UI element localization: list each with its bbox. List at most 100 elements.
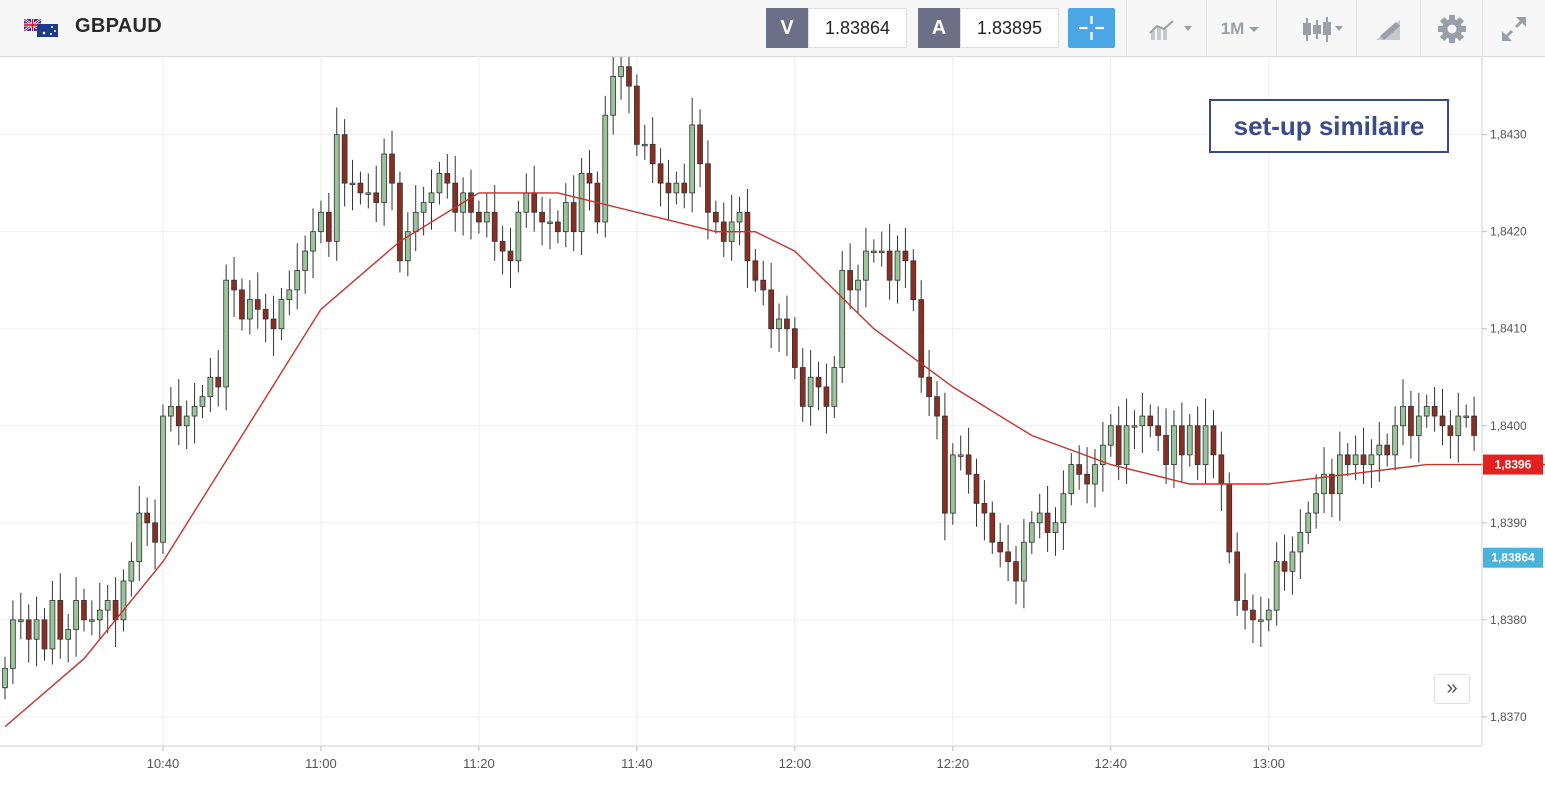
moving-average (4, 192, 1545, 728)
candle-body (310, 231, 316, 252)
candle-body (894, 250, 901, 281)
candle-body (286, 289, 293, 301)
y-tick-label: 1,8410 (1490, 322, 1527, 336)
x-tick-label: 12:00 (779, 756, 812, 771)
candle-body (926, 376, 932, 398)
candle-body (531, 192, 538, 213)
timeframe-button[interactable]: 1M (1206, 0, 1276, 57)
candle-style-button[interactable] (1276, 0, 1356, 57)
candle-body (1194, 425, 1201, 465)
candle-body (1100, 444, 1106, 465)
candle-body (1471, 415, 1477, 436)
x-tick-label: 12:20 (937, 756, 970, 771)
toolbar: GBPAUD V 1.83864 A 1.83895 1M (0, 0, 1545, 57)
candle-body (807, 376, 814, 407)
chart-type-button[interactable] (1126, 0, 1206, 57)
candle-body (705, 163, 711, 213)
candle-body (1376, 444, 1383, 456)
candle-body (570, 202, 577, 233)
candle-body (997, 541, 1004, 553)
price-tag-label: 1,8396 (1495, 458, 1532, 472)
candle-body (562, 202, 569, 233)
candle-body (1352, 454, 1359, 465)
candle-body (515, 211, 522, 262)
candle-body (1297, 532, 1304, 553)
candle-body (420, 202, 427, 213)
candlestick-icon (1302, 16, 1343, 42)
chart-svg[interactable]: 1,8370 1,8380 1,8390 1,8400 1,8410 1,8420 1,84… (0, 43, 1545, 783)
candle-body (942, 415, 948, 514)
candle-body (1329, 473, 1335, 495)
crosshair-button[interactable] (1068, 8, 1115, 48)
candle-body (247, 299, 253, 320)
candle-body (1305, 512, 1312, 533)
candle-body (96, 609, 103, 621)
candle-body (1139, 415, 1146, 427)
candle-body (412, 211, 419, 233)
candle-body (823, 386, 830, 407)
candle-body (831, 367, 838, 407)
candle-body (776, 318, 782, 330)
candle-body (1155, 425, 1162, 436)
bid-label[interactable]: V (766, 8, 808, 48)
candle-body (239, 289, 245, 320)
candle-body (681, 182, 688, 194)
candle-body (444, 173, 451, 184)
chart-type-icon (1148, 19, 1192, 40)
candle-body (1171, 425, 1177, 465)
drawing-tools-button[interactable] (1356, 0, 1420, 57)
x-tick-label: 12:40 (1095, 756, 1128, 771)
candle-body (1415, 415, 1422, 436)
candle-body (1273, 561, 1280, 611)
candle-body (25, 619, 32, 640)
candle-body (1202, 425, 1209, 465)
gear-icon (1437, 14, 1466, 43)
settings-button[interactable] (1420, 0, 1482, 57)
candle-body (610, 76, 617, 116)
candle-body (752, 260, 759, 281)
price-tags: 1,8396 1,83864 (1483, 454, 1543, 568)
x-tick-label: 11:00 (305, 756, 337, 771)
candle-body (191, 405, 198, 417)
x-tick-label: 11:20 (463, 756, 495, 771)
y-tick-label: 1,8430 (1490, 128, 1527, 142)
candle-body (839, 270, 846, 368)
candle-body (784, 318, 790, 330)
candle-body (302, 250, 308, 271)
candle-body (81, 600, 87, 621)
candle-body (1392, 425, 1398, 456)
candle-body (215, 376, 222, 388)
instrument-symbol[interactable]: GBPAUD (75, 15, 162, 37)
candle-body (878, 250, 885, 253)
timeframe-label: 1M (1220, 18, 1245, 38)
fullscreen-button[interactable] (1482, 0, 1545, 57)
candle-body (1028, 522, 1035, 543)
candle-body (1234, 551, 1240, 601)
ask-price[interactable]: 1.83895 (960, 8, 1059, 48)
ask-label[interactable]: A (918, 8, 960, 48)
candle-body (262, 308, 269, 320)
candle-body (1439, 415, 1446, 427)
candle-body (957, 454, 964, 457)
candle-body (1021, 541, 1027, 582)
candle-body (1107, 425, 1114, 446)
candle-body (1163, 435, 1169, 465)
candle-body (73, 600, 79, 630)
candle-body (1257, 619, 1264, 622)
candle-body (49, 600, 56, 650)
candle-body (365, 192, 372, 195)
candle-body (357, 182, 364, 194)
candle-body (1115, 425, 1122, 465)
price-tag (1483, 454, 1543, 475)
candle-body (183, 415, 190, 427)
candle-body (1210, 425, 1217, 456)
candle-body (452, 182, 459, 213)
price-chart[interactable]: 1,8370 1,8380 1,8390 1,8400 1,8410 1,8420 1,84… (0, 43, 1545, 783)
candle-body (1455, 415, 1462, 436)
candle-body (649, 143, 656, 165)
time-axis: 10:40 11:00 11:20 11:40 12:00 12:20 12:40 13:00 (0, 745, 1482, 771)
candle-body (175, 405, 182, 427)
candle-body (855, 279, 861, 291)
scroll-to-latest-button[interactable]: » (1434, 674, 1470, 704)
bid-price[interactable]: 1.83864 (808, 8, 907, 48)
